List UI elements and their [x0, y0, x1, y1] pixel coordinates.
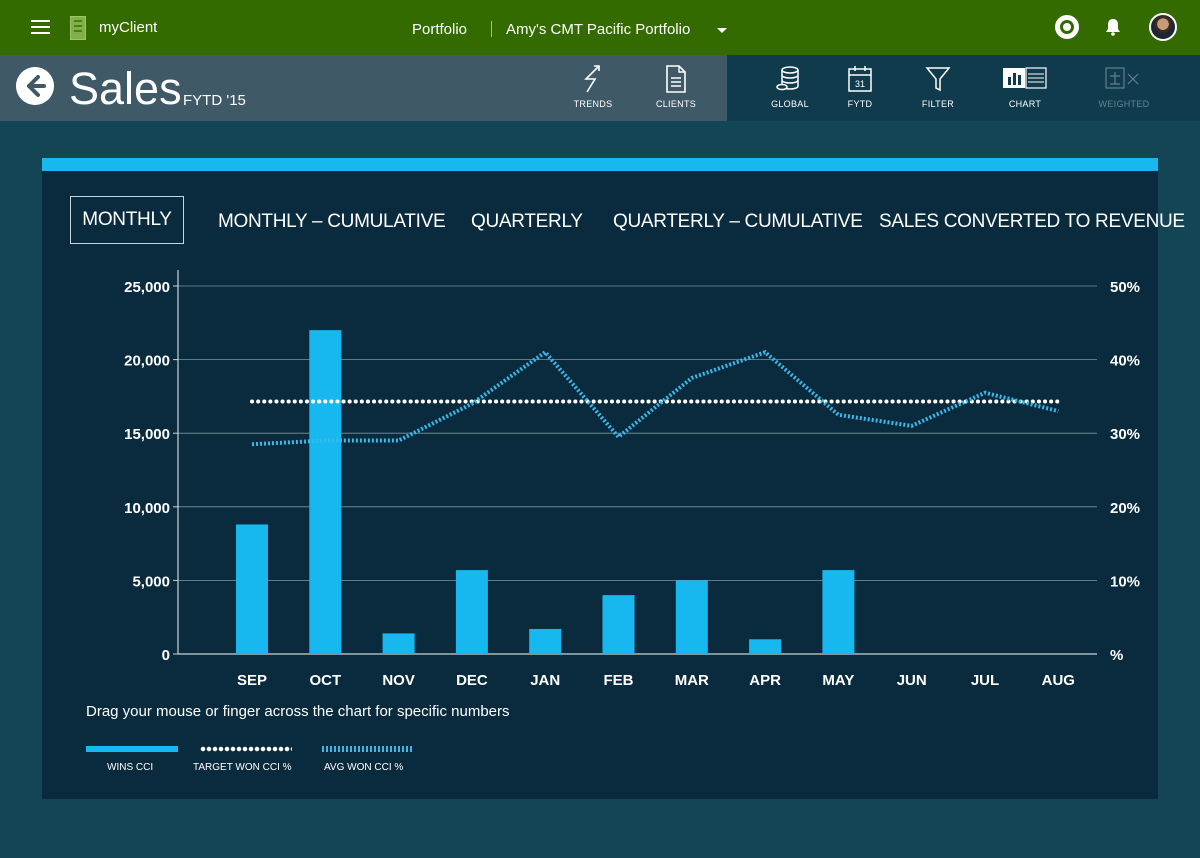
- x-tick-label: MAY: [822, 672, 854, 689]
- coins-stack-icon: [776, 66, 799, 91]
- portfolio-selector[interactable]: Amy's CMT Pacific Portfolio: [506, 21, 691, 38]
- bell-icon[interactable]: [1104, 18, 1122, 36]
- fytd-label: FYTD: [847, 99, 873, 109]
- bar: [602, 595, 635, 654]
- legend-swatch-wins-cci: [86, 746, 178, 752]
- nav-portfolio-link[interactable]: Portfolio: [412, 21, 468, 38]
- toolbar-panel: [727, 55, 1200, 121]
- y2-tick-label: 20%: [1110, 500, 1140, 517]
- y2-tick-label: 50%: [1110, 279, 1140, 296]
- trends-button[interactable]: TRENDS: [558, 64, 628, 114]
- chart-label: CHART: [1008, 99, 1042, 109]
- bar: [382, 633, 415, 654]
- legend-label-avg-won-cci: AVG WON CCI %: [324, 762, 404, 773]
- chevron-down-icon[interactable]: [717, 28, 727, 33]
- chart-table-toggle-icon: [1003, 67, 1047, 89]
- trends-icon: [584, 65, 600, 93]
- x-tick-label: SEP: [237, 672, 267, 689]
- filter-icon: [925, 67, 951, 92]
- y-tick-label: 10,000: [124, 500, 170, 517]
- legend-label-target-won-cci: TARGET WON CCI %: [193, 762, 292, 773]
- page-title: Sales: [69, 63, 182, 114]
- document-icon: [666, 65, 686, 93]
- filter-button[interactable]: FILTER: [903, 64, 973, 114]
- bar: [455, 570, 488, 654]
- clients-label: CLIENTS: [655, 99, 697, 109]
- trends-label: TRENDS: [573, 99, 613, 109]
- y-tick-label: 15,000: [124, 426, 170, 443]
- y-tick-label: 25,000: [124, 279, 170, 296]
- tab-quarterly-cumulative[interactable]: QUARTERLY – CUMULATIVE: [613, 211, 863, 232]
- bar: [822, 570, 855, 654]
- back-arrow-icon[interactable]: [16, 67, 54, 105]
- global-button[interactable]: GLOBAL: [755, 64, 825, 114]
- legend-swatch-avg-won-cci: [322, 746, 414, 752]
- help-lifebuoy-icon[interactable]: [1055, 15, 1079, 39]
- y2-tick-label: 40%: [1110, 353, 1140, 370]
- x-tick-label: APR: [749, 672, 781, 689]
- x-tick-label: AUG: [1042, 672, 1075, 689]
- y2-tick-label: 10%: [1110, 573, 1140, 590]
- weighted-label: WEIGHTED: [1098, 99, 1150, 109]
- nav-divider: [491, 21, 492, 37]
- x-tick-label: JUN: [897, 672, 927, 689]
- x-tick-label: MAR: [675, 672, 709, 689]
- y-tick-label: 20,000: [124, 353, 170, 370]
- chart-card: [42, 171, 1158, 799]
- tab-monthly-cumulative[interactable]: MONTHLY – CUMULATIVE: [218, 211, 446, 232]
- bar: [529, 628, 562, 654]
- x-tick-label: JAN: [530, 672, 560, 689]
- user-avatar[interactable]: [1149, 13, 1177, 41]
- x-tick-label: FEB: [604, 672, 634, 689]
- global-label: GLOBAL: [771, 99, 809, 109]
- fytd-button[interactable]: 31 FYTD: [825, 64, 895, 114]
- legend-label-wins-cci: WINS CCI: [107, 762, 154, 773]
- y-tick-label: 0: [162, 647, 170, 664]
- x-tick-label: OCT: [309, 672, 341, 689]
- chart-button[interactable]: CHART: [990, 64, 1060, 114]
- calendar-icon: 31: [848, 66, 872, 92]
- x-tick-label: NOV: [382, 672, 415, 689]
- legend-swatch-target-won-cci: [200, 746, 292, 752]
- tab-sales-converted-to-revenue[interactable]: SALES CONVERTED TO REVENUE: [879, 211, 1185, 232]
- top-bar: [0, 0, 1200, 55]
- weighted-button: WEIGHTED: [1089, 64, 1159, 114]
- app-name: myClient: [99, 19, 158, 36]
- filter-label: FILTER: [921, 99, 955, 109]
- avg-won-cci-line: [251, 349, 1059, 447]
- card-accent-bar: [42, 158, 1158, 171]
- y2-tick-label: %: [1110, 647, 1123, 664]
- bar: [675, 580, 708, 654]
- page-subtitle: FYTD '15: [183, 92, 246, 109]
- y-tick-label: 5,000: [132, 573, 170, 590]
- building-icon: [70, 16, 86, 40]
- page-header: [0, 55, 727, 121]
- hamburger-menu-icon[interactable]: [31, 20, 50, 34]
- bar: [236, 524, 268, 654]
- x-tick-label: DEC: [456, 672, 488, 689]
- calendar-day: 31: [855, 79, 865, 89]
- x-tick-label: JUL: [971, 672, 999, 689]
- bar: [749, 639, 782, 654]
- scales-icon: [1105, 67, 1139, 89]
- y2-tick-label: 30%: [1110, 426, 1140, 443]
- tab-monthly[interactable]: MONTHLY: [70, 196, 184, 244]
- chart-hint-text: Drag your mouse or finger across the cha…: [86, 703, 510, 720]
- clients-button[interactable]: CLIENTS: [641, 64, 711, 114]
- tab-quarterly[interactable]: QUARTERLY: [471, 211, 583, 232]
- bar: [309, 330, 342, 654]
